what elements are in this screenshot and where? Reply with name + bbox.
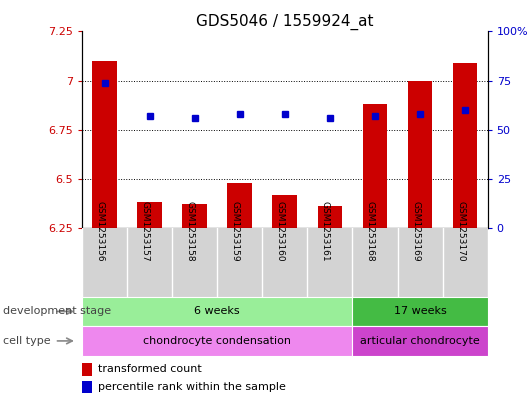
Text: GSM1253160: GSM1253160 [276,201,285,262]
Text: GSM1253156: GSM1253156 [96,201,105,262]
Bar [272,195,297,228]
Bar [453,63,478,228]
Text: 17 weeks: 17 weeks [394,307,446,316]
Bar [82,381,92,393]
Text: articular chondrocyte: articular chondrocyte [360,336,480,346]
Bar [182,204,207,228]
Bar [82,326,352,356]
Bar [352,326,488,356]
Text: GSM1253170: GSM1253170 [456,201,465,262]
Bar [317,206,342,228]
Text: chondrocyte condensation: chondrocyte condensation [143,336,292,346]
Text: 6 weeks: 6 weeks [195,307,240,316]
Text: GSM1253158: GSM1253158 [186,201,195,262]
Bar [227,183,252,228]
Text: GSM1253169: GSM1253169 [411,201,420,262]
Text: GSM1253159: GSM1253159 [231,201,240,262]
Text: GSM1253168: GSM1253168 [366,201,375,262]
Text: GSM1253161: GSM1253161 [321,201,330,262]
Text: GSM1253157: GSM1253157 [141,201,150,262]
Bar [363,104,387,228]
Text: transformed count: transformed count [99,364,202,374]
Bar [92,61,117,228]
Bar [352,297,488,326]
Text: cell type: cell type [3,336,50,346]
Bar [137,202,162,228]
Bar [82,363,92,376]
Title: GDS5046 / 1559924_at: GDS5046 / 1559924_at [196,14,374,30]
Text: percentile rank within the sample: percentile rank within the sample [99,382,286,392]
Text: development stage: development stage [3,307,111,316]
Bar [82,297,352,326]
Bar [408,81,432,228]
